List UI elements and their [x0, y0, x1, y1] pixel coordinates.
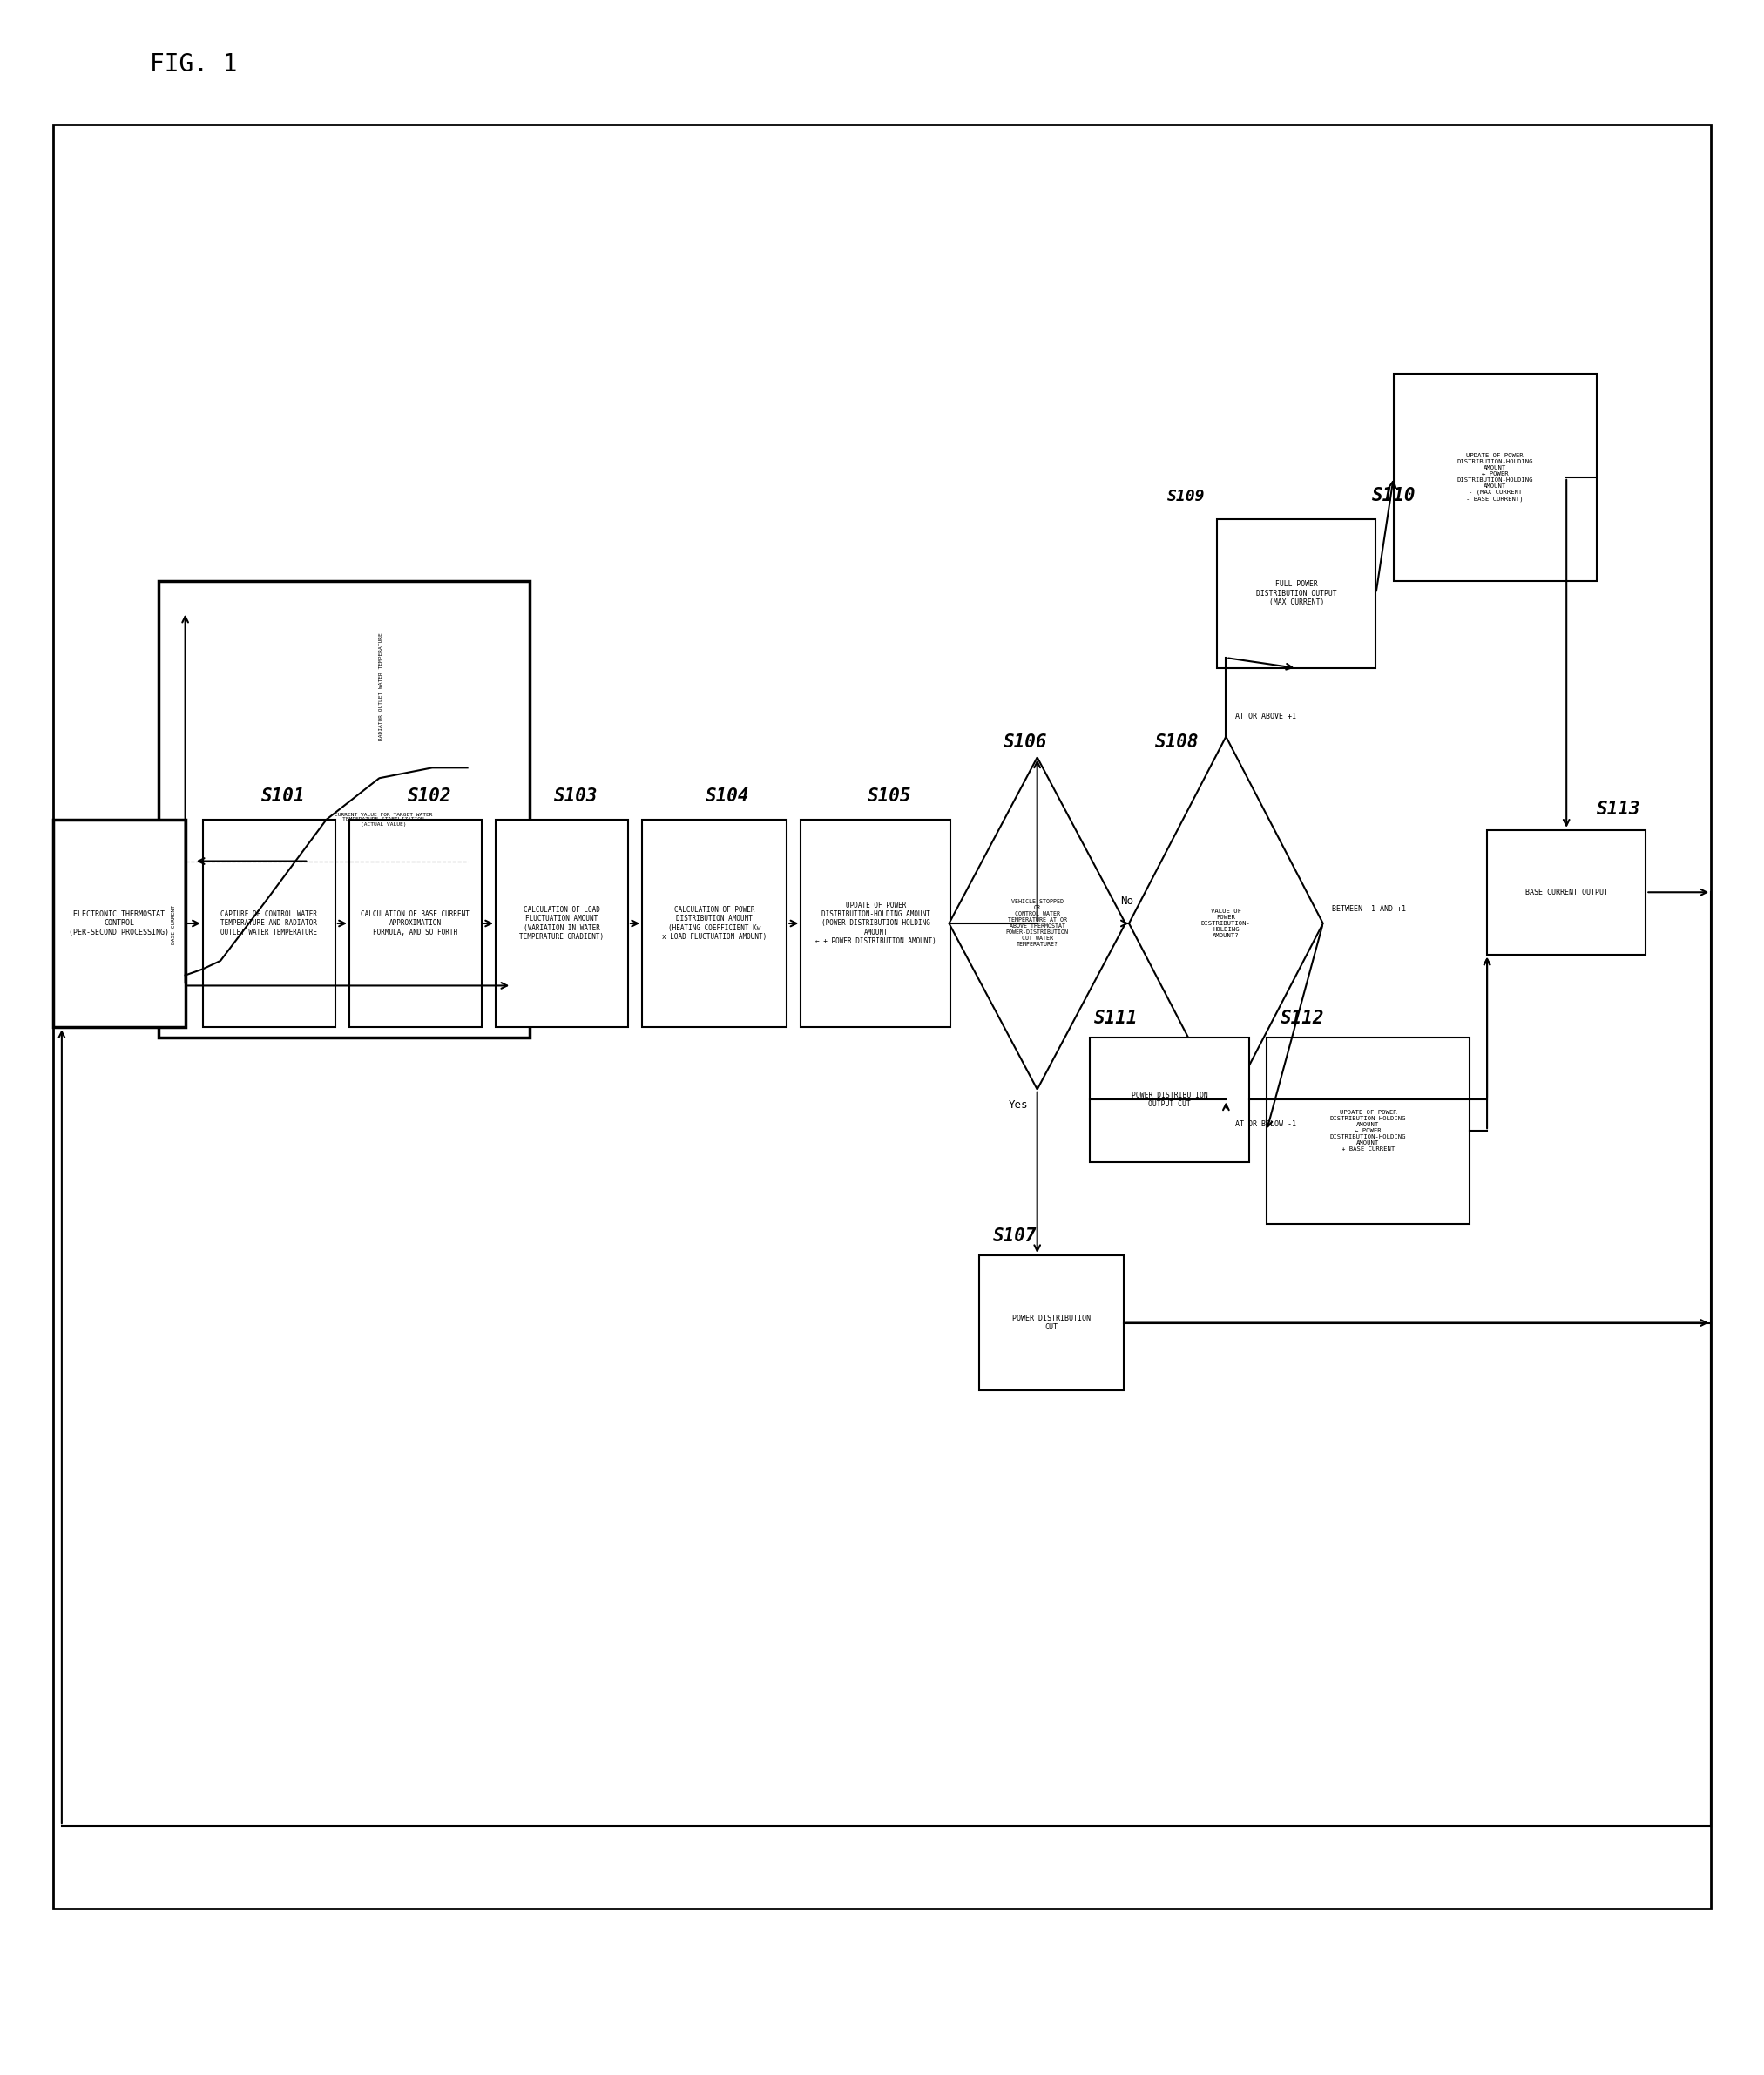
Text: S112: S112 [1281, 1011, 1325, 1027]
FancyBboxPatch shape [496, 820, 628, 1027]
Polygon shape [949, 757, 1125, 1089]
Text: S102: S102 [407, 788, 452, 805]
Text: S107: S107 [993, 1228, 1037, 1245]
Text: BASE CURRENT OUTPUT: BASE CURRENT OUTPUT [1526, 888, 1607, 896]
FancyBboxPatch shape [1217, 519, 1376, 668]
Text: S101: S101 [261, 788, 305, 805]
Text: CAPTURE OF CONTROL WATER
TEMPERATURE AND RADIATOR
OUTLET WATER TEMPERATURE: CAPTURE OF CONTROL WATER TEMPERATURE AND… [220, 911, 318, 936]
Text: FIG. 1: FIG. 1 [150, 52, 238, 77]
Text: S113: S113 [1596, 801, 1641, 818]
Polygon shape [1129, 737, 1323, 1110]
Text: POWER DISTRIBUTION
CUT: POWER DISTRIBUTION CUT [1013, 1313, 1090, 1332]
Text: No: No [1120, 896, 1134, 907]
FancyBboxPatch shape [642, 820, 787, 1027]
Text: POWER DISTRIBUTION
OUTPUT CUT: POWER DISTRIBUTION OUTPUT CUT [1131, 1091, 1208, 1108]
Text: UPDATE OF POWER
DISTRIBUTION-HOLDING
AMOUNT
← POWER
DISTRIBUTION-HOLDING
AMOUNT
: UPDATE OF POWER DISTRIBUTION-HOLDING AMO… [1457, 452, 1533, 502]
Text: AT OR ABOVE +1: AT OR ABOVE +1 [1235, 712, 1297, 720]
Text: CALCULATION OF BASE CURRENT
APPROXIMATION
FORMULA, AND SO FORTH: CALCULATION OF BASE CURRENT APPROXIMATIO… [362, 911, 469, 936]
FancyBboxPatch shape [53, 820, 185, 1027]
Text: CURRENT VALUE FOR TARGET WATER
TEMPERATURE STABILIZATION
(ACTUAL VALUE): CURRENT VALUE FOR TARGET WATER TEMPERATU… [333, 813, 432, 826]
Text: CALCULATION OF LOAD
FLUCTUATION AMOUNT
(VARIATION IN WATER
TEMPERATURE GRADIENT): CALCULATION OF LOAD FLUCTUATION AMOUNT (… [520, 907, 603, 940]
Text: S103: S103 [554, 788, 598, 805]
Text: S106: S106 [1004, 735, 1048, 751]
FancyBboxPatch shape [53, 124, 1711, 1909]
FancyBboxPatch shape [801, 820, 951, 1027]
Text: Yes: Yes [1009, 1100, 1028, 1110]
Text: S110: S110 [1372, 488, 1416, 504]
FancyBboxPatch shape [203, 820, 335, 1027]
Text: AT OR BELOW -1: AT OR BELOW -1 [1235, 1120, 1297, 1129]
FancyBboxPatch shape [349, 820, 482, 1027]
Text: BASE CURRENT: BASE CURRENT [173, 905, 176, 944]
Text: FULL POWER
DISTRIBUTION OUTPUT
(MAX CURRENT): FULL POWER DISTRIBUTION OUTPUT (MAX CURR… [1256, 581, 1337, 606]
Text: UPDATE OF POWER
DISTRIBUTION-HOLDING
AMOUNT
← POWER
DISTRIBUTION-HOLDING
AMOUNT
: UPDATE OF POWER DISTRIBUTION-HOLDING AMO… [1330, 1110, 1406, 1152]
Text: CALCULATION OF POWER
DISTRIBUTION AMOUNT
(HEATING COEFFICIENT Kw
x LOAD FLUCTUAT: CALCULATION OF POWER DISTRIBUTION AMOUNT… [662, 907, 767, 940]
Text: VEHICLE STOPPED
OR
CONTROL WATER
TEMPERATURE AT OR
ABOVE THERMOSTAT
POWER-DISTRI: VEHICLE STOPPED OR CONTROL WATER TEMPERA… [1005, 898, 1069, 948]
FancyBboxPatch shape [1090, 1038, 1249, 1162]
FancyBboxPatch shape [1267, 1038, 1469, 1224]
Text: S105: S105 [868, 788, 912, 805]
Text: S109: S109 [1168, 488, 1205, 504]
FancyBboxPatch shape [979, 1255, 1124, 1390]
Text: S104: S104 [706, 788, 750, 805]
Text: S108: S108 [1155, 735, 1200, 751]
Text: BETWEEN -1 AND +1: BETWEEN -1 AND +1 [1332, 905, 1406, 913]
Text: ELECTRONIC THERMOSTAT
CONTROL
(PER-SECOND PROCESSING): ELECTRONIC THERMOSTAT CONTROL (PER-SECON… [69, 911, 169, 936]
Text: RADIATOR OUTLET WATER TEMPERATURE: RADIATOR OUTLET WATER TEMPERATURE [379, 633, 383, 741]
Text: S111: S111 [1094, 1011, 1138, 1027]
FancyBboxPatch shape [1394, 374, 1596, 581]
Text: UPDATE OF POWER
DISTRIBUTION-HOLDING AMOUNT
(POWER DISTRIBUTION-HOLDING
AMOUNT
←: UPDATE OF POWER DISTRIBUTION-HOLDING AMO… [815, 901, 937, 946]
FancyBboxPatch shape [1487, 830, 1646, 954]
Text: VALUE OF
POWER
DISTRIBUTION-
HOLDING
AMOUNT?: VALUE OF POWER DISTRIBUTION- HOLDING AMO… [1201, 909, 1251, 938]
FancyBboxPatch shape [159, 581, 529, 1038]
